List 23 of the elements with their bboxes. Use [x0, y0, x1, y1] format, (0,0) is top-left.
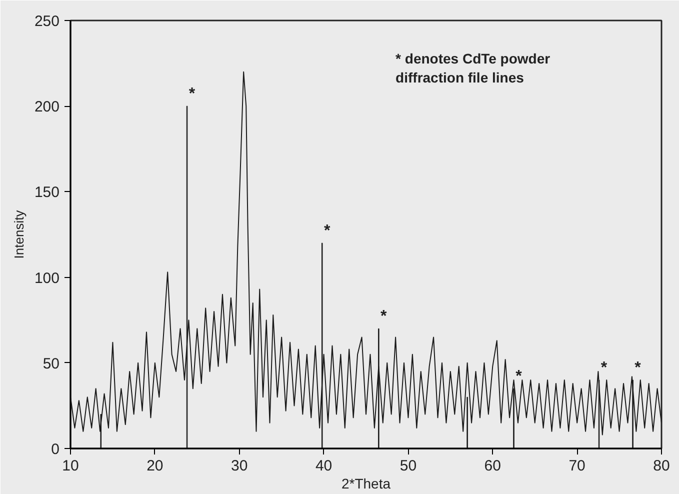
- annotation: * denotes CdTe powder diffraction file lines: [396, 50, 551, 86]
- y-tick-label: 50: [42, 355, 60, 372]
- y-tick-label: 250: [34, 13, 60, 30]
- y-tick-label: 0: [51, 441, 60, 458]
- annotation: *: [516, 368, 523, 386]
- x-tick-label: 30: [231, 458, 248, 474]
- x-tick-label: 40: [315, 458, 332, 474]
- y-tick-label: 100: [34, 270, 60, 287]
- annotation: *: [380, 308, 388, 326]
- x-tick-label: 20: [146, 458, 164, 474]
- annotation: *: [188, 86, 196, 103]
- y-tick-label: 150: [34, 184, 60, 202]
- y-tick-label: 200: [34, 98, 60, 116]
- x-tick-label: 60: [484, 458, 501, 474]
- x-tick-label: 10: [62, 458, 79, 474]
- x-tick-label: 70: [568, 458, 586, 474]
- x-tick-label: 50: [400, 458, 417, 474]
- x-tick-label: 80: [653, 458, 670, 474]
- x-axis-title: 2*Theta: [341, 476, 391, 492]
- annotation: *: [634, 360, 642, 377]
- annotation: *: [324, 222, 331, 240]
- annotation: *: [600, 360, 608, 377]
- y-axis-title: Intensity: [11, 210, 26, 259]
